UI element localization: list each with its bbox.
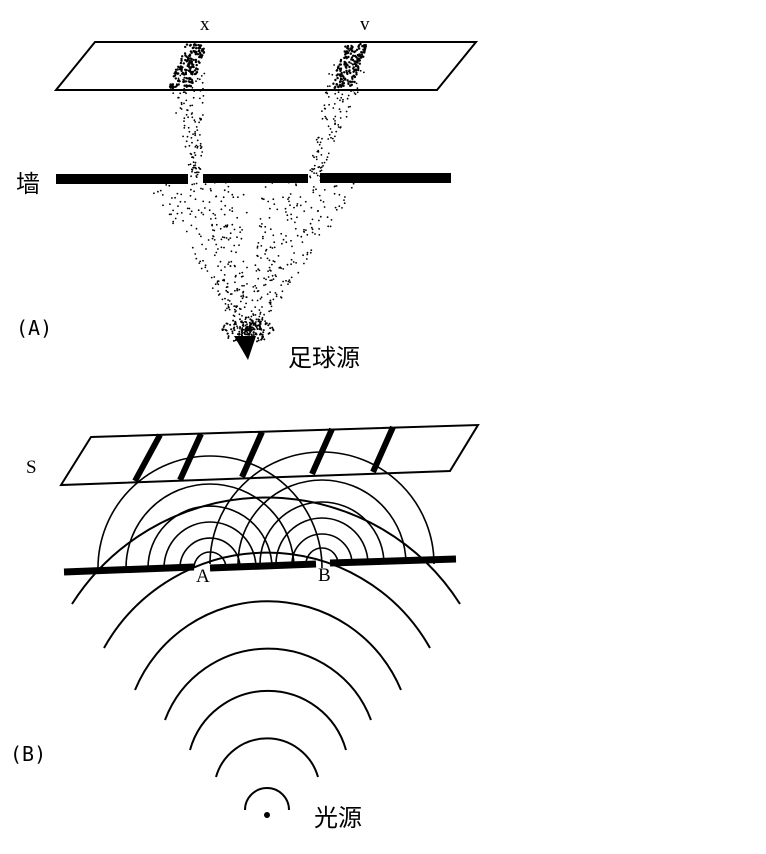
slit-a-label: A [196,566,210,587]
detector-screen-a [53,41,479,91]
light-source-dot [264,812,270,818]
panel-b [59,423,480,818]
light-source-label: 光源 [314,804,362,832]
wall-label: 墙 [16,170,40,198]
detector-screen-b [59,423,480,487]
wall-a [56,173,451,184]
panel-b-tag: (B) [10,742,47,766]
slit-b-label: B [318,565,331,586]
football-source-marker [234,336,256,360]
football-source-label: 足球源 [288,344,360,372]
slit-x-label: x [200,14,210,35]
slit-y-label: v [360,14,370,35]
particle-spray-a [149,62,365,349]
wavefronts-slit-a [97,455,323,569]
incident-wavefronts [71,496,461,811]
barrier-b [63,555,457,576]
panel-a [53,41,479,360]
panel-a-tag: (A) [16,316,53,340]
hit-cluster-x [168,43,206,90]
screen-label: S [26,457,37,478]
hit-cluster-y [332,42,367,90]
